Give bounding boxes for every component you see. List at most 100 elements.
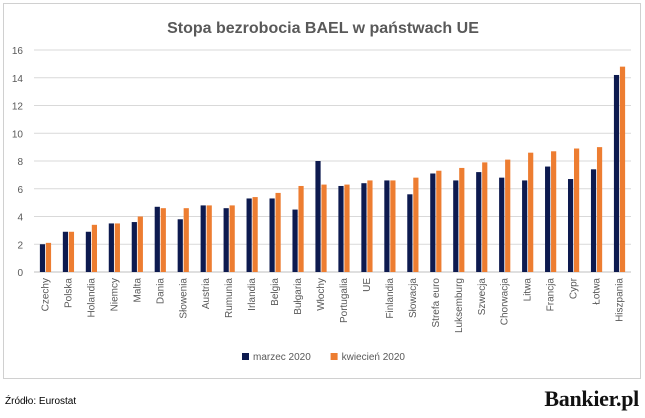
- bar: [590, 169, 597, 272]
- chart-title: Stopa bezrobocia BAEL w państwach UE: [167, 20, 479, 37]
- bar-chart: Stopa bezrobocia BAEL w państwach UE 0 2 4…: [12, 20, 631, 363]
- chart-frame: Stopa bezrobocia BAEL w państwach UE 0 2 4…: [3, 3, 641, 379]
- bar: [613, 74, 620, 272]
- gridlines: [34, 49, 631, 273]
- legend-swatch: [242, 353, 249, 360]
- bar: [551, 151, 557, 272]
- y-tick-label: 14: [12, 74, 24, 85]
- bar: [344, 184, 350, 272]
- bar: [206, 205, 212, 272]
- y-tick-label: 12: [12, 102, 24, 113]
- brand-logo: Bankier.pl: [544, 386, 639, 411]
- x-tick-label: Łotwa: [592, 278, 603, 305]
- x-tick-label: Dania: [155, 278, 166, 305]
- x-tick-label: Niemcy: [109, 278, 120, 311]
- bar: [160, 208, 166, 272]
- x-axis: Czechy Polska Holandia Niemcy Malta Dania Słow…: [40, 277, 625, 333]
- bar: [596, 147, 603, 272]
- x-tick-label: Austria: [201, 278, 212, 310]
- bars: [39, 66, 626, 273]
- bar: [131, 222, 137, 272]
- x-tick-label: Irlandia: [247, 278, 258, 311]
- y-tick-label: 6: [17, 185, 23, 196]
- x-tick-label: Hiszpania: [615, 278, 626, 322]
- bar: [137, 216, 143, 272]
- bar: [200, 205, 206, 272]
- bar: [91, 224, 98, 272]
- y-axis: 0 2 4 6 8 10 12 14 16: [12, 46, 24, 279]
- bar: [45, 242, 52, 272]
- x-tick-label: Chorwacja: [500, 278, 511, 326]
- x-tick-label: Włochy: [316, 278, 327, 311]
- bar: [154, 206, 160, 272]
- bar: [430, 173, 436, 272]
- bar: [39, 244, 46, 272]
- bar: [361, 183, 367, 272]
- x-tick-label: Belgia: [270, 278, 281, 306]
- bar: [315, 161, 321, 272]
- x-tick-label: Malta: [132, 278, 143, 303]
- bar: [292, 209, 298, 272]
- bar: [436, 170, 442, 272]
- x-tick-label: Cypr: [569, 277, 580, 299]
- bar: [108, 223, 114, 272]
- bar: [573, 148, 580, 272]
- x-tick-label: Czechy: [40, 278, 51, 311]
- x-tick-label: Słowenia: [178, 278, 189, 319]
- x-tick-label: Polska: [63, 278, 74, 308]
- y-tick-label: 4: [17, 213, 23, 224]
- bar: [528, 152, 534, 272]
- bar: [229, 205, 235, 272]
- bar: [545, 166, 551, 272]
- bar: [68, 231, 75, 272]
- x-tick-label: Rumunia: [224, 278, 235, 318]
- bar: [114, 223, 120, 272]
- bar: [298, 185, 304, 272]
- bar: [252, 197, 258, 272]
- x-tick-label: Holandia: [86, 278, 97, 318]
- legend-label: marzec 2020: [253, 352, 311, 363]
- bar: [62, 231, 69, 272]
- x-tick-label: UE: [362, 278, 373, 292]
- x-tick-label: Finlandia: [385, 278, 396, 319]
- bar: [275, 192, 281, 272]
- legend-label: kwiecień 2020: [342, 352, 406, 363]
- bar: [453, 180, 459, 272]
- y-tick-label: 0: [17, 268, 23, 279]
- bar: [183, 208, 189, 272]
- bar: [269, 198, 275, 272]
- bar: [384, 180, 390, 272]
- x-tick-label: Szwecja: [477, 278, 488, 316]
- y-tick-label: 10: [12, 129, 24, 140]
- y-tick-label: 16: [12, 46, 24, 57]
- bar: [476, 172, 482, 272]
- y-tick-label: 2: [17, 240, 23, 251]
- legend: marzec 2020 kwiecień 2020: [242, 352, 405, 363]
- bar: [177, 219, 183, 272]
- bar: [390, 180, 396, 272]
- bar: [223, 208, 229, 272]
- x-tick-label: Słowacja: [408, 278, 419, 318]
- bar: [321, 184, 327, 272]
- bar: [459, 167, 465, 272]
- legend-swatch: [330, 353, 338, 360]
- bar: [367, 180, 373, 272]
- bar: [505, 159, 511, 272]
- bar: [338, 185, 344, 272]
- bar: [413, 177, 419, 272]
- bar: [482, 162, 488, 272]
- bar: [619, 66, 626, 273]
- bar: [567, 179, 574, 272]
- bar: [85, 231, 92, 272]
- x-tick-label: Francja: [546, 278, 557, 312]
- bar: [499, 177, 505, 272]
- source-note: Źródło: Eurostat: [5, 396, 77, 407]
- x-tick-label: Strefa euro: [431, 278, 442, 328]
- bar: [407, 194, 413, 272]
- bar: [522, 180, 528, 272]
- x-tick-label: Litwa: [523, 278, 534, 302]
- x-tick-label: Bułgaria: [293, 278, 304, 315]
- y-tick-label: 8: [17, 157, 23, 168]
- x-tick-label: Portugalia: [339, 278, 350, 323]
- x-tick-label: Luksemburg: [454, 278, 465, 333]
